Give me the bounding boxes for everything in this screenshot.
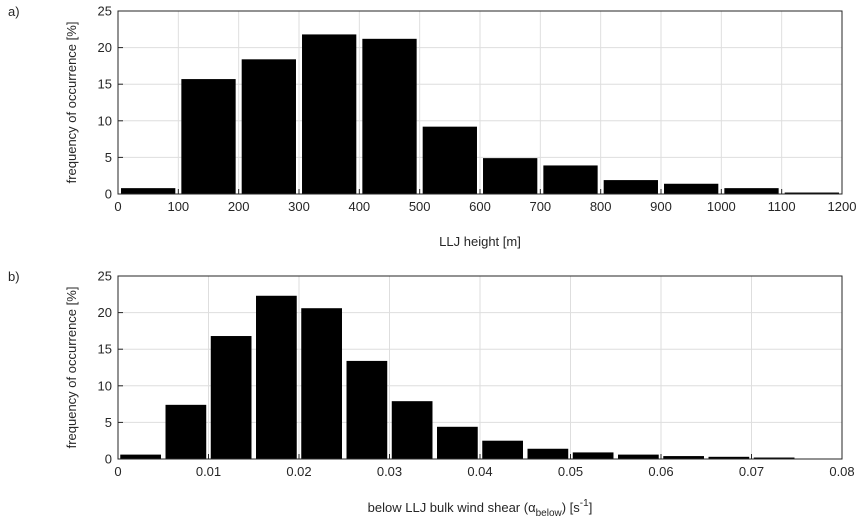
x-tick-label: 1200 bbox=[828, 199, 857, 214]
y-tick-label: 20 bbox=[98, 305, 112, 320]
bar-2 bbox=[181, 79, 236, 194]
y-tick-label: 25 bbox=[98, 4, 112, 19]
y-tick-label: 25 bbox=[98, 269, 112, 284]
x-tick-label: 0.06 bbox=[648, 464, 673, 479]
x-tick-label: 0.05 bbox=[558, 464, 583, 479]
x-axis-label: LLJ height [m] bbox=[439, 234, 521, 249]
x-tick-label: 0.02 bbox=[286, 464, 311, 479]
bar-9 bbox=[482, 440, 523, 459]
x-tick-label: 0 bbox=[114, 464, 121, 479]
bar-15 bbox=[753, 457, 795, 459]
x-tick-label: 200 bbox=[228, 199, 250, 214]
x-tick-label: 0.03 bbox=[377, 464, 402, 479]
x-tick-label: 1100 bbox=[768, 199, 796, 214]
bar-7 bbox=[391, 401, 433, 459]
bar-7 bbox=[483, 158, 538, 194]
y-tick-label: 0 bbox=[105, 452, 112, 467]
y-tick-label: 5 bbox=[105, 415, 112, 430]
bar-1 bbox=[120, 454, 161, 459]
bar-6 bbox=[346, 360, 388, 459]
bar-8 bbox=[543, 165, 598, 194]
y-tick-label: 10 bbox=[98, 113, 112, 128]
bar-10 bbox=[664, 183, 719, 194]
y-axis-label: frequency of occurrence [%] bbox=[64, 287, 79, 449]
bar-6 bbox=[422, 126, 477, 194]
bar-4 bbox=[256, 295, 297, 459]
bar-8 bbox=[437, 426, 478, 459]
y-tick-label: 0 bbox=[105, 187, 112, 202]
bar-5 bbox=[301, 308, 342, 459]
x-tick-label: 0 bbox=[114, 199, 121, 214]
bar-1 bbox=[121, 188, 176, 194]
bar-14 bbox=[708, 456, 750, 459]
x-axis-label: below LLJ bulk wind shear (αbelow) [s-1] bbox=[368, 498, 593, 519]
bar-11 bbox=[572, 452, 614, 459]
y-axis-label: frequency of occurrence [%] bbox=[64, 22, 79, 184]
bar-5 bbox=[362, 38, 417, 194]
x-tick-label: 400 bbox=[348, 199, 370, 214]
x-tick-label: 0.08 bbox=[829, 464, 854, 479]
bar-12 bbox=[784, 192, 839, 194]
y-tick-label: 20 bbox=[98, 40, 112, 55]
y-tick-label: 10 bbox=[98, 378, 112, 393]
bar-3 bbox=[210, 336, 252, 459]
bar-13 bbox=[663, 456, 704, 459]
panel-label: b) bbox=[8, 269, 20, 284]
panel-label: a) bbox=[8, 4, 20, 19]
x-tick-label: 0.04 bbox=[467, 464, 492, 479]
panel-a: 0 100 200 300 400 500 600 700 800 900 1000 1100 1200… bbox=[8, 4, 856, 250]
bar-3 bbox=[241, 59, 296, 195]
bar-2 bbox=[165, 404, 207, 459]
panel-b: 0 0.01 0.02 0.03 0.04 0.05 0.06 0.07 0.08 0 5 10 15 2… bbox=[8, 269, 855, 520]
bar-12 bbox=[618, 454, 659, 459]
y-tick-label: 15 bbox=[98, 77, 112, 92]
y-tick-label: 15 bbox=[98, 342, 112, 357]
x-tick-label: 600 bbox=[469, 199, 491, 214]
x-tick-label: 500 bbox=[409, 199, 431, 214]
bar-4 bbox=[302, 34, 357, 195]
x-tick-label: 800 bbox=[590, 199, 612, 214]
bar-9 bbox=[603, 180, 658, 194]
x-tick-label: 0.07 bbox=[739, 464, 764, 479]
x-tick-label: 300 bbox=[288, 199, 310, 214]
x-tick-label: 900 bbox=[650, 199, 672, 214]
x-tick-label: 1000 bbox=[707, 199, 736, 214]
bar-10 bbox=[527, 448, 569, 459]
x-tick-label: 100 bbox=[167, 199, 189, 214]
x-tick-label: 700 bbox=[529, 199, 551, 214]
y-tick-label: 5 bbox=[105, 150, 112, 165]
x-tick-label: 0.01 bbox=[196, 464, 221, 479]
bar-11 bbox=[724, 188, 779, 194]
